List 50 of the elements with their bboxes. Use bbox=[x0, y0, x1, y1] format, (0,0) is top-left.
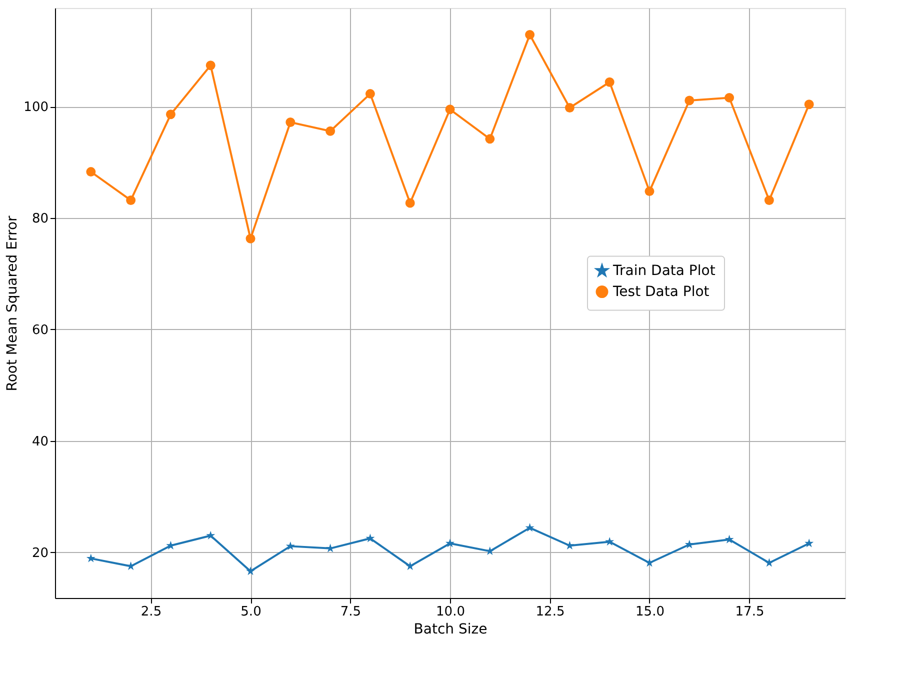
point bbox=[684, 96, 694, 106]
x-tick-label: 17.5 bbox=[735, 604, 764, 620]
x-axis-title: Batch Size bbox=[414, 622, 488, 638]
point bbox=[445, 104, 455, 114]
point bbox=[166, 110, 176, 120]
x-tick-label: 10.0 bbox=[436, 604, 465, 620]
point bbox=[86, 167, 96, 177]
point bbox=[525, 523, 534, 532]
point bbox=[246, 566, 256, 576]
y-axis-title: Root Mean Squared Error bbox=[4, 216, 21, 392]
x-tick-label: 2.5 bbox=[140, 604, 162, 620]
point bbox=[804, 100, 814, 110]
point bbox=[206, 530, 216, 540]
x-tick-label: 12.5 bbox=[536, 604, 565, 620]
point bbox=[525, 30, 535, 40]
point bbox=[564, 102, 574, 112]
point bbox=[445, 538, 455, 548]
legend-label: Test Data Plot bbox=[612, 284, 710, 300]
point bbox=[246, 234, 256, 244]
point bbox=[286, 541, 295, 550]
point bbox=[326, 126, 336, 136]
point bbox=[604, 77, 614, 87]
point bbox=[684, 540, 694, 548]
y-tick-label: 20 bbox=[32, 546, 48, 561]
point bbox=[764, 195, 774, 205]
point bbox=[764, 558, 774, 567]
point bbox=[565, 540, 574, 550]
point bbox=[644, 558, 654, 567]
y-tick-label: 100 bbox=[24, 100, 48, 116]
y-tick-label: 40 bbox=[32, 434, 48, 450]
point bbox=[126, 195, 136, 205]
point bbox=[405, 198, 415, 208]
x-tick-label: 15.0 bbox=[636, 604, 664, 620]
x-tick-label: 5.0 bbox=[240, 604, 262, 620]
point bbox=[86, 554, 96, 562]
y-tick-label: 60 bbox=[32, 322, 48, 338]
point bbox=[644, 186, 654, 196]
point bbox=[406, 562, 415, 570]
point bbox=[804, 538, 814, 548]
point bbox=[206, 60, 216, 70]
point bbox=[724, 534, 734, 544]
x-tick-label: 7.5 bbox=[340, 604, 362, 620]
point bbox=[724, 92, 734, 102]
point bbox=[286, 117, 296, 127]
point bbox=[485, 134, 495, 144]
point bbox=[605, 536, 614, 546]
legend-label: Train Data Plot bbox=[612, 262, 716, 279]
point bbox=[365, 89, 375, 99]
y-tick-label: 80 bbox=[32, 212, 48, 227]
point bbox=[366, 534, 375, 542]
